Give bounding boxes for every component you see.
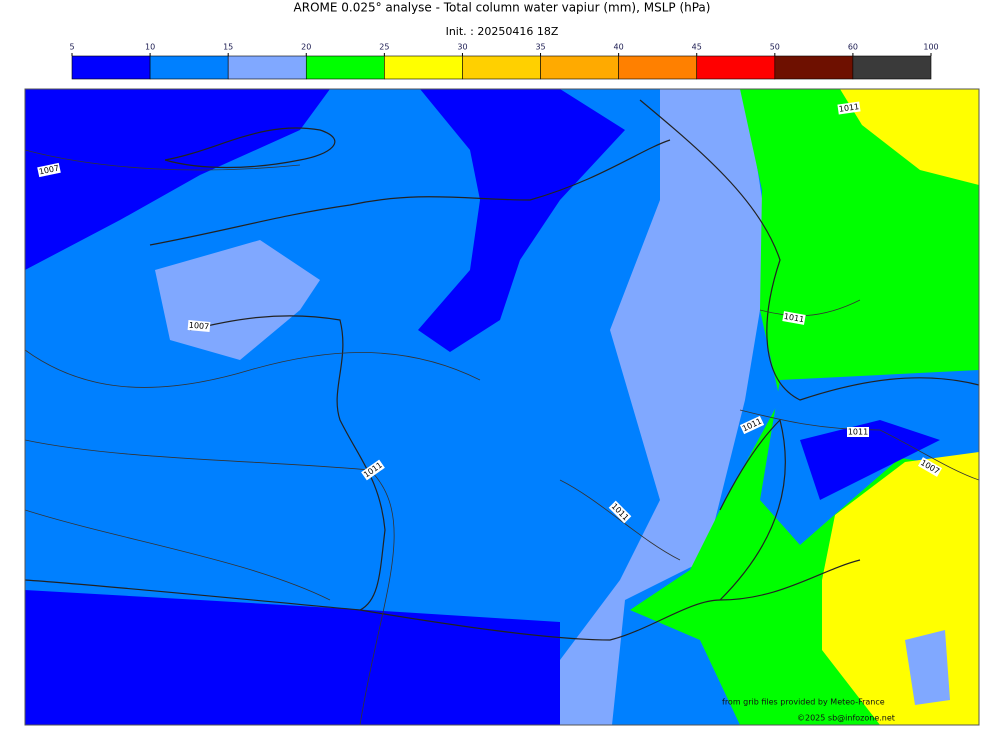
coastline: [189, 315, 386, 611]
title: AROME 0.025° analyse - Total column wate…: [294, 1, 711, 15]
isobar-label-box: [608, 500, 632, 524]
credit: from grib files provided by Meteo-France: [722, 698, 885, 707]
colorbar-tick-label: 30: [457, 43, 467, 52]
colorbar-tick-label: 45: [692, 43, 702, 52]
isobar-label-text: 1011: [838, 102, 859, 114]
colorbar-segment: [71, 55, 151, 80]
field-corsica: [905, 630, 950, 705]
field-yellow-area: [840, 89, 979, 185]
colorbar-segment: [149, 55, 229, 80]
colorbar-tick-label: 40: [614, 43, 624, 52]
isobar: [25, 349, 481, 388]
isobar: [25, 149, 301, 171]
isobar-label-text: 1007: [188, 321, 209, 332]
isobar-label-box: [837, 101, 861, 115]
isobar-label-box: [187, 320, 211, 332]
colorbar-tick-label: 60: [848, 43, 858, 52]
isobar-label-box: [37, 162, 61, 178]
field-dry-band: [25, 590, 560, 725]
isobar-label-box: [361, 459, 385, 481]
colorbar-segment: [462, 55, 541, 80]
colorbar-segment: [696, 55, 776, 80]
colorbar-tick-label: 100: [923, 43, 938, 52]
field-dry-band: [418, 89, 625, 352]
coastline: [164, 127, 336, 169]
map-frame: [24, 88, 980, 726]
isobar-label-box: [917, 457, 943, 477]
isobar: [25, 509, 331, 601]
isobar: [739, 409, 979, 481]
colorbar-tick-label: 20: [301, 43, 311, 52]
colorbar-tick-label: 25: [379, 43, 389, 52]
isobar: [759, 299, 861, 317]
colorbar-segment: [774, 55, 854, 80]
colorbar-segment: [384, 55, 463, 80]
isobar-label-box: [847, 427, 869, 437]
coastline: [25, 559, 861, 641]
colorbar-tick-label: 10: [145, 43, 155, 52]
isobar-label-box: [739, 415, 765, 435]
colorbar-segment: [227, 55, 307, 80]
isobar-label: 1007: [187, 320, 211, 332]
credit: ©2025 sb@infozone.net: [797, 714, 895, 723]
border: [719, 418, 786, 601]
isobar-label-text: 1007: [38, 163, 60, 176]
isobar-label-text: 1011: [783, 312, 805, 324]
isobar-label: 1011: [782, 311, 806, 325]
coastlines: [25, 99, 979, 641]
isobar-label-box: [782, 311, 806, 325]
colorbar-segment: [540, 55, 619, 80]
field-moist-area: [560, 89, 770, 725]
field-alps-dry: [800, 420, 940, 500]
colorbar-tick-label: 15: [223, 43, 233, 52]
border: [639, 99, 979, 401]
isobar: [559, 479, 681, 561]
colorbar-tick-label: 50: [770, 43, 780, 52]
colorbar: 5 10 15 20 25 30 35 40 45 50 60 100: [69, 43, 939, 80]
colorbar-tick-label: 35: [535, 43, 545, 52]
coastline: [149, 139, 671, 246]
colorbar-segment: [618, 55, 698, 80]
colorbar-segment: [305, 55, 385, 80]
colorbar-segment: [852, 55, 932, 80]
isobar-label: 1007: [37, 162, 61, 178]
isobar-label-text: 1011: [848, 428, 868, 437]
colorbar-tick-label: 5: [69, 43, 74, 52]
isobar-label: 1011: [837, 101, 861, 115]
subtitle: Init. : 20250416 18Z: [446, 25, 559, 38]
isobar-label: 1011: [847, 427, 869, 437]
